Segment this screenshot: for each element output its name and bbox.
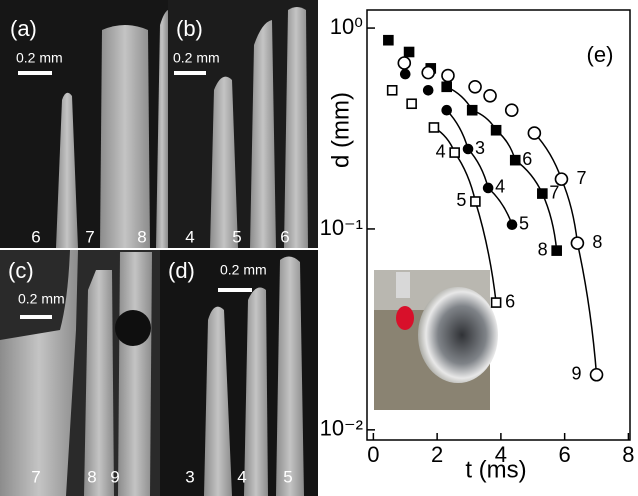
marker (483, 89, 497, 103)
x-axis-label: t (ms) (465, 456, 526, 483)
marker (441, 104, 452, 116)
point-label: 8 (538, 239, 548, 259)
marker (406, 98, 417, 110)
frame-number: 5 (283, 467, 292, 486)
panel-a: (a) 0.2 mm 6 7 8 (0, 0, 168, 248)
panel-label: (a) (10, 16, 37, 41)
frame-number: 7 (85, 227, 94, 246)
marker (490, 297, 502, 308)
frame-number: 7 (31, 467, 40, 486)
scale-bar-label: 0.2 mm (173, 50, 220, 66)
x-tick-label: 0 (367, 442, 379, 467)
point-label: 9 (572, 364, 582, 384)
marker (554, 172, 569, 186)
point-label: 6 (522, 149, 532, 169)
marker (383, 34, 394, 46)
scale-bar-label: 0.2 mm (18, 291, 65, 307)
marker (537, 188, 548, 199)
marker (466, 104, 478, 116)
marker (482, 182, 494, 194)
marker (428, 122, 440, 133)
point-label: 7 (576, 168, 586, 188)
marker (441, 68, 455, 83)
panel-c: (c) 0.2 mm 7 8 9 (0, 250, 160, 496)
marker (509, 154, 521, 166)
x-tick-label: 8 (622, 442, 634, 467)
fit-curve (446, 109, 513, 225)
marker (403, 46, 415, 58)
plot-frame (366, 9, 631, 441)
marker (527, 126, 542, 140)
marker (468, 80, 482, 94)
fit-curve (446, 86, 558, 251)
marker (422, 84, 434, 96)
plot: (e) t (ms) d (mm) (327, 42, 613, 484)
scale-bar-label: 0.2 mm (220, 262, 267, 278)
marker (504, 103, 519, 118)
marker (441, 81, 452, 93)
fit-curve (533, 132, 598, 375)
marker (399, 68, 411, 80)
panel-b: (b) 0.2 mm 4 5 6 (168, 0, 318, 249)
point-label: 6 (505, 291, 515, 311)
marker (490, 124, 502, 136)
panel-d: (d) 0.2 mm 3 4 5 (160, 250, 318, 496)
panel-annotation: (e) (587, 42, 614, 67)
marker (397, 56, 412, 70)
marker (506, 219, 518, 230)
point-label: 8 (592, 232, 602, 252)
frame-number: 8 (137, 227, 146, 246)
point-label: 4 (495, 177, 505, 197)
frame-number: 4 (237, 467, 246, 486)
marker (551, 245, 562, 256)
point-label: 3 (475, 138, 485, 158)
y-axis-label: d (mm) (327, 92, 354, 168)
frame-number: 3 (185, 467, 194, 486)
fit-curve (433, 126, 497, 303)
frame-number: 6 (280, 227, 289, 246)
panel-label: (c) (8, 258, 34, 283)
scale-bar-label: 0.2 mm (16, 50, 63, 66)
y-tick-label: 10⁰ (330, 14, 363, 39)
marker (470, 196, 481, 207)
y-tick-label: 10⁻² (320, 416, 363, 441)
panel-label: (b) (176, 16, 203, 41)
frame-number: 5 (232, 227, 241, 246)
marker (386, 84, 398, 96)
marker (589, 367, 604, 382)
panel-label: (d) (168, 258, 195, 283)
x-tick-label: 6 (559, 442, 571, 467)
marker (462, 143, 474, 155)
marker (570, 236, 585, 250)
x-tick-label: 2 (431, 442, 443, 467)
point-label: 7 (549, 182, 559, 202)
frame-number: 6 (31, 227, 40, 246)
point-label: 4 (436, 141, 446, 161)
marker (449, 147, 460, 158)
x-tick-label: 4 (495, 442, 507, 467)
marker (421, 65, 436, 80)
frame-number: 9 (110, 467, 119, 486)
inset-photo (374, 270, 498, 410)
frame-number: 8 (87, 467, 96, 486)
point-label: 5 (519, 213, 529, 233)
y-tick-label: 10⁻¹ (320, 215, 363, 240)
point-label: 5 (456, 190, 466, 210)
frame-number: 4 (185, 227, 194, 246)
